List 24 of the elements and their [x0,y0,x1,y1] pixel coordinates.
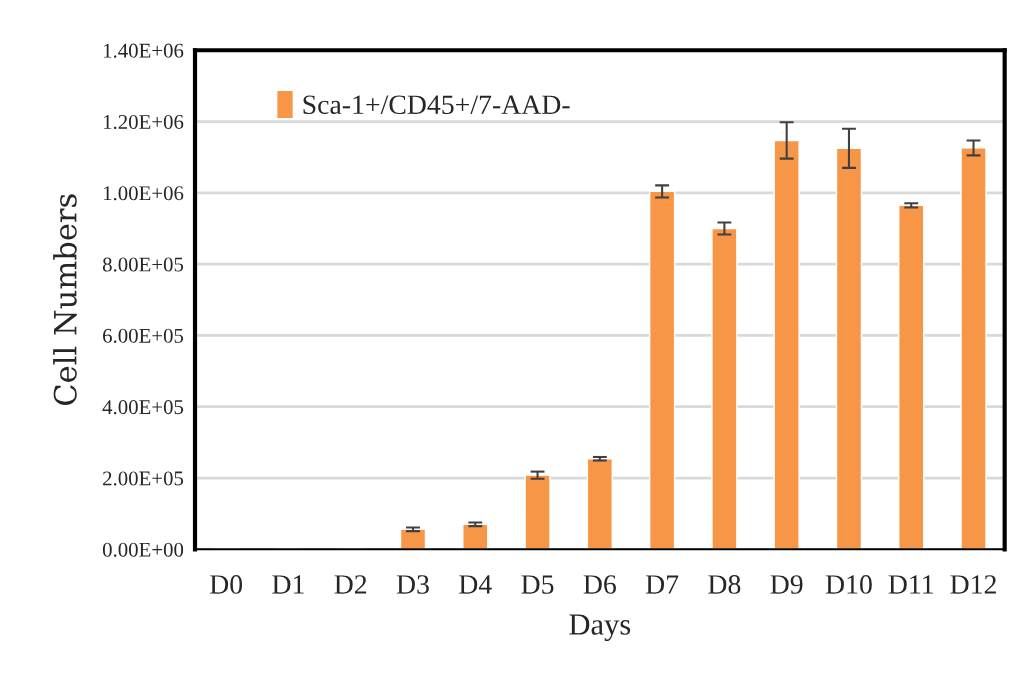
x-tick-label: D11 [888,575,933,594]
y-tick-label: 1.40E+06 [103,43,184,58]
y-tick-label: 6.00E+05 [103,328,184,343]
y-axis-title: Cell Numbers [53,194,77,406]
x-tick-label: D1 [272,575,304,594]
x-tick-label: D8 [708,575,741,594]
x-tick-label: D9 [770,575,803,594]
x-tick-label: D2 [334,575,367,594]
x-tick-label: D10 [825,575,872,594]
y-tick-label: 2.00E+05 [103,471,184,486]
x-tick-label: D3 [396,575,429,594]
x-tick-label: D0 [209,575,243,594]
y-tick-label: 1.20E+06 [103,114,184,130]
x-tick-label: D6 [583,575,616,594]
y-tick-label: 4.00E+05 [102,400,184,415]
x-axis-title: Days [569,614,631,642]
y-tick-label: 0.00E+00 [102,542,184,557]
y-tick-label: 8.00E+05 [102,257,184,272]
x-tick-label: D7 [645,575,679,594]
x-tick-label: D12 [950,575,996,594]
y-tick-label: 1.00E+06 [103,186,184,201]
x-tick-label: D5 [521,575,554,594]
legend-label: Sca-1+/CD45+/7-AAD- [303,95,570,115]
x-tick-label: D4 [459,575,492,594]
